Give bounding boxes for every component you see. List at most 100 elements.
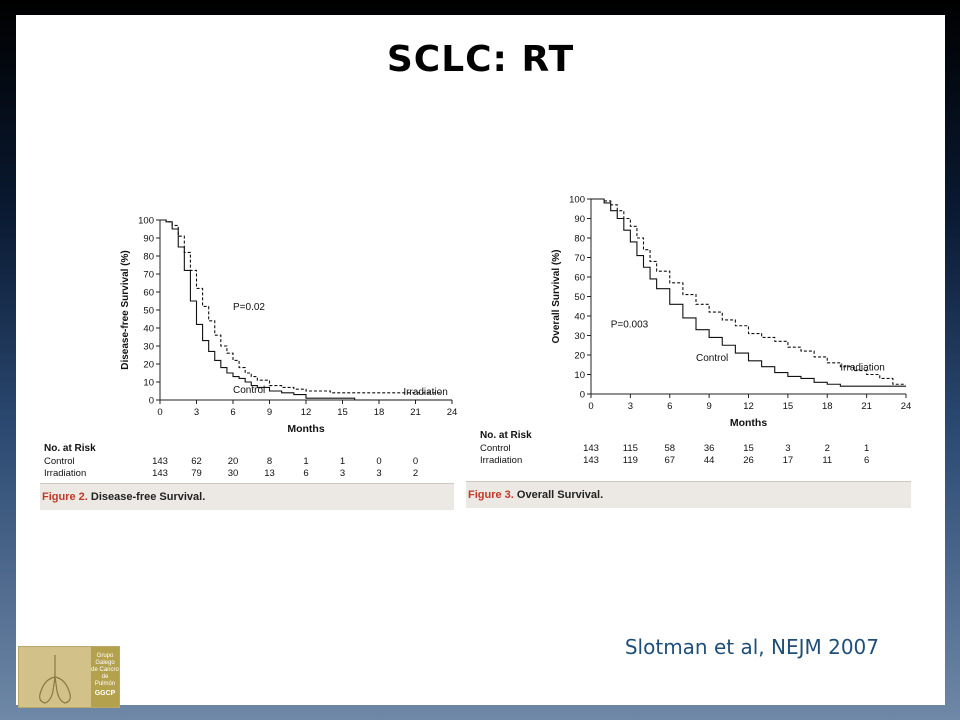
risk-cell: 20: [227, 456, 239, 467]
risk-row-label: Control: [480, 443, 511, 454]
y-tick-label: 30: [574, 331, 585, 342]
risk-cell: 1: [339, 456, 346, 467]
y-tick-label: 40: [143, 324, 154, 335]
y-tick-label: 100: [138, 216, 154, 227]
risk-cell: 36: [703, 443, 715, 454]
y-tick-label: 70: [143, 270, 154, 281]
risk-cell: 143: [152, 456, 168, 467]
risk-cell: 143: [583, 455, 599, 466]
organization-logo: Grupo Galego de Cancro de Pulmón GGCP: [18, 646, 120, 708]
risk-cell: 143: [152, 468, 168, 479]
y-tick-label: 0: [580, 390, 585, 401]
x-tick-label: 0: [157, 407, 162, 418]
logo-side-panel: Grupo Galego de Cancro de Pulmón GGCP: [91, 647, 119, 707]
x-tick-label: 24: [901, 401, 912, 412]
risk-cell: 0: [412, 456, 419, 467]
risk-cell: 26: [743, 455, 754, 466]
x-tick-label: 24: [447, 407, 458, 418]
y-tick-label: 10: [143, 378, 154, 389]
logo-line: de Cancro: [91, 667, 119, 673]
logo-line: de Pulmón: [94, 674, 116, 687]
y-axis-label: Disease-free Survival (%): [120, 250, 131, 370]
figure-caption: Figure 2. Disease-free Survival.: [40, 483, 454, 510]
risk-cell: 62: [191, 456, 202, 467]
figure-caption: Figure 3. Overall Survival.: [466, 481, 911, 508]
risk-table-heading: No. at Risk: [44, 443, 96, 454]
risk-row-label: Irradiation: [480, 455, 523, 466]
risk-cell: 58: [664, 443, 676, 454]
x-tick-label: 9: [706, 401, 711, 412]
slide: SCLC: RT 0 10 20 30 40 50 60 70 80 90 100 0 3 6 9 12 15 1…: [16, 15, 945, 708]
slide-title: SCLC: RT: [386, 39, 575, 80]
caption-text: Disease-free Survival.: [90, 491, 206, 503]
x-tick-label: 12: [301, 407, 312, 418]
figure-disease-free-survival: 0 10 20 30 40 50 60 70 80 90 100 0 3 6 9 12 15 18 21 24 Mont…: [40, 185, 457, 510]
x-tick-label: 21: [861, 401, 872, 412]
y-tick-label: 80: [574, 234, 585, 245]
risk-cell: 3: [785, 443, 791, 454]
risk-table-heading: No. at Risk: [480, 430, 532, 441]
chart-overall-survival: 0 10 20 30 40 50 60 70 80 90 100 0 3 6 9 12 15 18 21 24 Mont…: [551, 195, 912, 430]
y-tick-label: 100: [569, 195, 585, 206]
x-tick-label: 3: [628, 401, 633, 412]
risk-row-label: Control: [44, 456, 75, 467]
x-tick-label: 18: [374, 407, 385, 418]
x-axis-label: Months: [730, 417, 767, 429]
y-tick-label: 90: [143, 234, 154, 245]
x-tick-label: 15: [337, 407, 348, 418]
risk-table: No. at Risk Control Irradiation 143 62 20 8…: [40, 443, 454, 493]
x-tick-label: 6: [230, 407, 235, 418]
risk-cell: 2: [412, 468, 419, 479]
series-line-control: [160, 219, 452, 401]
y-axis-label: Overall Survival (%): [551, 250, 562, 344]
risk-cell: 143: [583, 443, 599, 454]
caption-figure-number: Figure 2.: [42, 491, 88, 503]
x-tick-label: 18: [822, 401, 833, 412]
risk-cell: 6: [863, 455, 870, 466]
y-tick-label: 50: [143, 306, 154, 317]
x-tick-label: 12: [743, 401, 754, 412]
y-tick-label: 0: [149, 396, 154, 407]
risk-cell: 17: [782, 455, 794, 466]
y-tick-label: 10: [574, 370, 585, 381]
risk-cell: 3: [339, 468, 346, 479]
risk-cell: 8: [266, 456, 273, 467]
risk-cell: 115: [622, 443, 638, 454]
series-label-irradiation: Irradiation: [840, 363, 884, 374]
risk-cell: 13: [264, 468, 275, 479]
series-label-control: Control: [233, 385, 265, 396]
x-axis-label: Months: [287, 423, 324, 435]
risk-cell: 30: [227, 468, 239, 479]
y-tick-label: 50: [574, 292, 585, 303]
series-line-control: [591, 198, 906, 387]
risk-cell: 1: [303, 456, 309, 467]
x-tick-label: 6: [667, 401, 672, 412]
risk-cell: 2: [824, 443, 830, 454]
y-tick-label: 20: [143, 360, 154, 371]
logo-short: GGCP: [94, 690, 116, 697]
x-tick-label: 3: [194, 407, 199, 418]
risk-cell: 1: [863, 443, 870, 454]
risk-table: No. at Risk Control Irradiation 143 115 58…: [466, 430, 911, 480]
figure-overall-survival: 0 10 20 30 40 50 60 70 80 90 100 0 3 6 9 12 15 18 21 24 Mont…: [466, 175, 911, 511]
y-tick-label: 70: [574, 253, 585, 264]
risk-cell: 119: [622, 455, 638, 466]
risk-row-label: Irradiation: [44, 468, 87, 479]
y-tick-label: 40: [574, 312, 585, 323]
x-tick-label: 0: [588, 401, 593, 412]
y-tick-label: 60: [574, 273, 585, 284]
risk-cell: 79: [191, 468, 202, 479]
risk-cell: 0: [376, 456, 382, 467]
logo-line: Galego: [95, 660, 115, 666]
series-label-irradiation: Irradiation: [403, 387, 447, 398]
chart-disease-free-survival: 0 10 20 30 40 50 60 70 80 90 100 0 3 6 9 12 15 18 21 24 Mont…: [120, 216, 457, 436]
y-tick-label: 20: [574, 351, 585, 362]
risk-cell: 44: [703, 455, 715, 466]
caption-text: Overall Survival.: [516, 489, 604, 501]
series-line-irradiation: [591, 198, 906, 385]
risk-cell: 67: [664, 455, 676, 466]
y-tick-label: 60: [143, 288, 154, 299]
series-line-irradiation: [160, 219, 441, 395]
x-tick-label: 21: [410, 407, 421, 418]
risk-cell: 11: [822, 455, 833, 466]
